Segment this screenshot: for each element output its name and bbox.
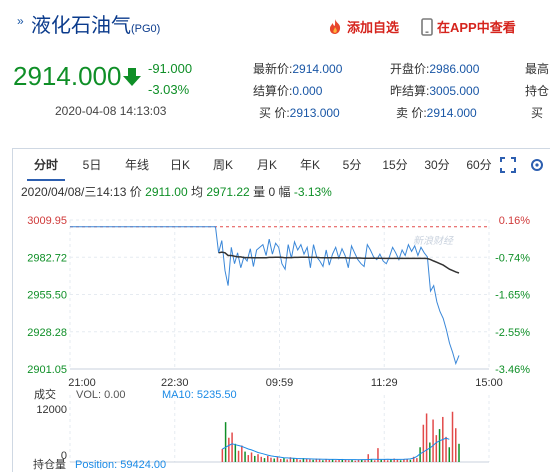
- quote-field-value: 2913.000: [289, 106, 340, 120]
- average-series-line: [218, 251, 460, 274]
- x-tick-label: 09:59: [266, 377, 294, 389]
- quote-field-label: 最高: [525, 62, 550, 76]
- tab-60min[interactable]: 60分: [466, 158, 492, 172]
- tab-30min[interactable]: 30分: [424, 158, 450, 172]
- quote-field-label: 卖 价:: [396, 106, 427, 120]
- tab-weekly-k[interactable]: 周K: [212, 158, 233, 172]
- price-change-percent: -3.03%: [148, 82, 190, 97]
- title-bar: » 液化石油气(PG0) 添加自选 在APP中查看: [0, 0, 550, 44]
- volume-layer: 12000 0: [36, 404, 460, 462]
- info-change-label: 幅: [278, 185, 291, 199]
- quote-field-prev-settle: 昨结算:3005.000: [390, 82, 479, 99]
- info-datetime: 2020/04/08/三14:13: [21, 185, 127, 199]
- fullscreen-icon[interactable]: [500, 157, 516, 173]
- percent-tick-label: -3.46%: [495, 364, 530, 376]
- y-tick-label: 2928.28: [27, 327, 67, 339]
- watermark: 新浪财经: [413, 235, 454, 247]
- quote-field-label: 买: [531, 106, 544, 120]
- tab-year-line[interactable]: 年线: [124, 158, 149, 172]
- quote-field-value: 0.000: [292, 84, 323, 98]
- info-price: 2911.00: [145, 185, 188, 199]
- volume-value: VOL: 0.00: [76, 389, 126, 401]
- info-avg-label: 均: [190, 185, 203, 199]
- tab-yearly-k[interactable]: 年K: [299, 158, 320, 172]
- y-axis-labels: 3009.95 2982.72 2955.50 2928.28 2901.05: [27, 215, 67, 376]
- quote-field-label: 买 价:: [259, 106, 290, 120]
- x-tick-label: 15:00: [475, 377, 503, 389]
- quote-field-value: 2986.000: [429, 62, 480, 76]
- last-price: 2914.000: [13, 61, 122, 91]
- x-tick-label: 21:00: [68, 377, 96, 389]
- chart-panel: [12, 148, 550, 472]
- y-tick-label: 2901.05: [27, 364, 67, 376]
- y-tick-label: 2982.72: [27, 252, 67, 264]
- info-vol: 0: [268, 185, 276, 199]
- quote-field-position: 持仓: [525, 82, 549, 99]
- quote-field-high: 最高: [525, 60, 549, 77]
- info-avg: 2971.22: [206, 185, 250, 199]
- x-tick-label: 11:29: [371, 377, 398, 389]
- phone-icon: [421, 17, 433, 36]
- chevron-icon: »: [17, 14, 24, 28]
- info-price-label: 价: [129, 185, 142, 199]
- percent-tick-label: -0.74%: [495, 252, 530, 264]
- volume-label: 成交: [34, 387, 56, 401]
- quote-time: 2020-04-08 14:13:03: [55, 104, 167, 118]
- settings-icon[interactable]: [529, 157, 545, 173]
- percent-axis-labels: 0.16% -0.74% -1.65% -2.55% -3.46%: [495, 215, 530, 376]
- quote-field-label: 昨结算:: [390, 84, 430, 98]
- arrow-down-icon: [123, 68, 141, 86]
- quote-field-label: 持仓: [525, 84, 550, 98]
- quote-field-label: 结算价:: [253, 84, 293, 98]
- tab-15min[interactable]: 15分: [382, 158, 408, 172]
- x-tick-label: 22:30: [161, 377, 189, 389]
- quote-field-open: 开盘价:2986.000: [390, 60, 479, 77]
- period-tabs: 分时 5日 年线 日K 周K 月K 年K 5分 15分 30分 60分: [13, 151, 550, 181]
- y-tick-label: 3009.95: [27, 215, 67, 227]
- percent-tick-label: 0.16%: [499, 215, 530, 227]
- quote-field-value: 2914.000: [292, 62, 343, 76]
- quote-field-settle: 结算价:0.000: [253, 82, 322, 99]
- quote-field-label: 最新价:: [253, 62, 293, 76]
- tab-monthly-k[interactable]: 月K: [256, 158, 277, 172]
- volume-ma-line: [222, 437, 450, 461]
- position-value: Position: 59424.00: [75, 459, 166, 471]
- volume-ma: MA10: 5235.50: [162, 389, 237, 401]
- instrument-code: (PG0): [131, 23, 161, 35]
- page-title: 液化石油气(PG0): [31, 9, 160, 38]
- tab-daily-k[interactable]: 日K: [169, 158, 190, 172]
- add-favorite-label: 添加自选: [347, 20, 400, 35]
- crosshair-info: 2020/04/08/三14:13 价 2911.00 均 2971.22 量 …: [21, 183, 332, 200]
- tab-intraday[interactable]: 分时: [27, 151, 65, 181]
- quote-field-latest: 最新价:2914.000: [253, 60, 342, 77]
- percent-tick-label: -2.55%: [495, 327, 530, 339]
- volume-tick-label: 0: [61, 450, 67, 462]
- tab-5min[interactable]: 5分: [342, 158, 362, 172]
- add-favorite-button[interactable]: 添加自选: [327, 17, 399, 36]
- grid: [69, 219, 490, 463]
- volume-tick-label: 12000: [36, 404, 67, 416]
- price-change: -91.000: [148, 61, 193, 76]
- x-axis-labels: 21:00 22:30 09:59 11:29 15:00: [68, 377, 503, 389]
- quote-field-label: 开盘价:: [390, 62, 430, 76]
- info-change: -3.13%: [293, 185, 332, 199]
- instrument-name: 液化石油气: [31, 15, 131, 37]
- tab-5day[interactable]: 5日: [82, 158, 102, 172]
- percent-tick-label: -1.65%: [495, 290, 530, 302]
- view-in-app-button[interactable]: 在APP中查看: [421, 17, 516, 36]
- fire-icon: [329, 19, 341, 34]
- quote-field-value: 3005.000: [429, 84, 480, 98]
- info-vol-label: 量: [253, 185, 266, 199]
- quote-field-bid: 买 价:2913.000: [259, 104, 340, 121]
- position-label: 持仓量: [33, 457, 66, 471]
- y-tick-label: 2955.50: [27, 290, 67, 302]
- view-in-app-label: 在APP中查看: [437, 20, 516, 35]
- quote-field-ask: 卖 价:2914.000: [396, 104, 477, 121]
- quote-field-value: 2914.000: [426, 106, 477, 120]
- price-series-line: [70, 226, 460, 366]
- quote-field-bid-vol: 买: [531, 104, 543, 121]
- series-layer: [70, 226, 460, 366]
